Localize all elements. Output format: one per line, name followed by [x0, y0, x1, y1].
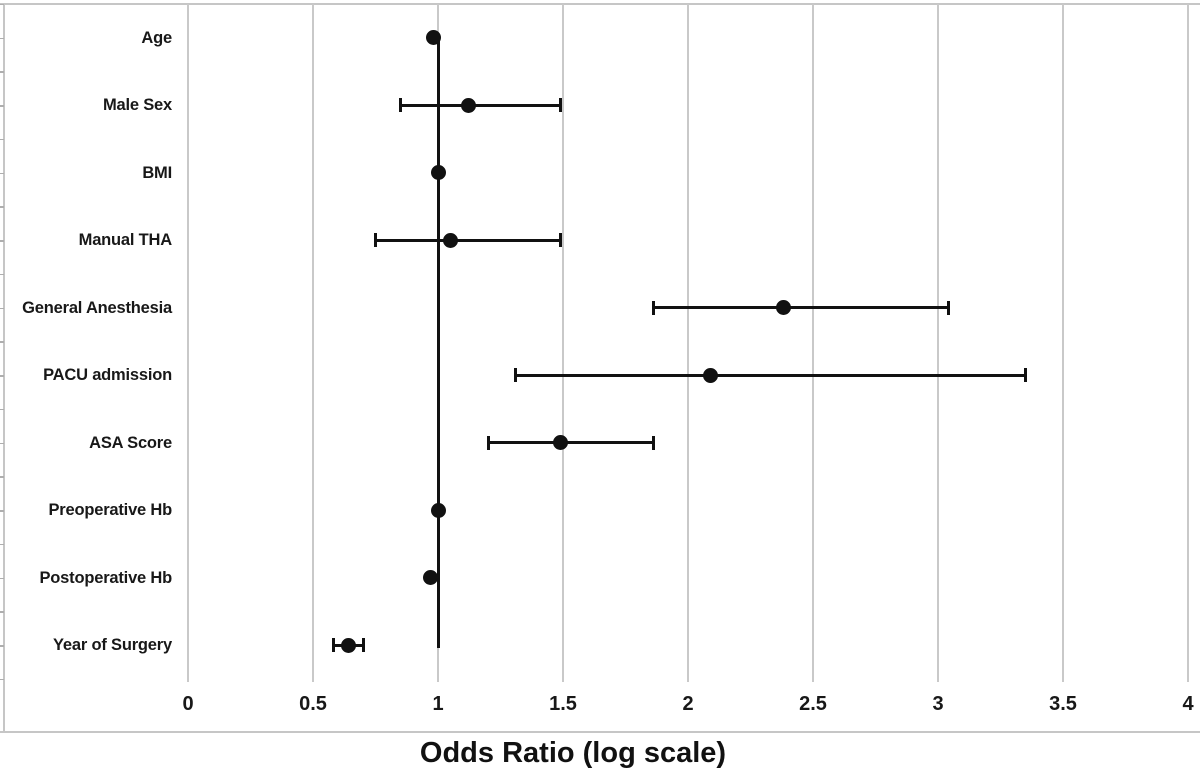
- point-marker: [460, 97, 476, 113]
- category-label: PACU admission: [43, 366, 172, 384]
- gridline-x-4: [1187, 4, 1189, 682]
- y-axis-tick: [0, 678, 4, 681]
- error-bar-cap-low: [514, 368, 517, 382]
- y-axis-tick: [0, 645, 4, 647]
- gridline-x-2.5: [812, 4, 814, 682]
- point-marker: [430, 165, 446, 180]
- category-label: Manual THA: [78, 231, 173, 249]
- error-bar-cap-high: [1024, 368, 1027, 382]
- error-bar-cap-low: [486, 435, 490, 450]
- point-marker: [443, 232, 458, 248]
- y-axis-tick: [0, 138, 4, 141]
- y-axis-tick: [0, 206, 4, 208]
- y-axis-tick: [0, 37, 4, 39]
- error-bar-cap-high: [559, 233, 562, 247]
- y-axis-tick: [0, 476, 4, 478]
- y-axis-line: [3, 3, 5, 731]
- x-tick-label: 0: [182, 693, 194, 715]
- point-marker: [775, 300, 791, 315]
- chart-border-bottom: [0, 731, 1200, 733]
- y-axis-tick: [0, 71, 4, 73]
- gridline-x-0: [187, 4, 189, 682]
- error-bar-cap-high: [361, 638, 365, 652]
- error-bar: [653, 306, 948, 309]
- error-bar-cap-high: [559, 98, 562, 112]
- category-label: General Anesthesia: [22, 298, 172, 317]
- y-axis-tick: [0, 273, 4, 276]
- x-tick-label: 1: [432, 693, 444, 715]
- gridline-x-3: [937, 4, 939, 682]
- error-bar-cap-low: [331, 638, 335, 652]
- gridline-x-3.5: [1062, 4, 1064, 682]
- category-label: Preoperative Hb: [48, 501, 172, 519]
- y-axis-tick: [0, 240, 4, 242]
- x-tick-label: 1.5: [549, 693, 577, 715]
- point-marker: [553, 435, 568, 450]
- category-label: Postoperative Hb: [39, 568, 173, 587]
- x-tick-label: 2.5: [799, 693, 827, 715]
- error-bar-cap-low: [374, 233, 377, 247]
- x-tick-label: 3.5: [1049, 693, 1077, 715]
- error-bar: [375, 238, 561, 242]
- x-axis-title: Odds Ratio (log scale): [419, 737, 727, 769]
- category-label: Male Sex: [102, 96, 172, 114]
- error-bar: [400, 103, 561, 107]
- error-bar-cap-high: [651, 435, 655, 450]
- error-bar: [515, 373, 1026, 377]
- reference-line-or-1: [436, 37, 440, 648]
- category-label: Age: [141, 28, 172, 47]
- y-axis-tick: [0, 611, 4, 613]
- y-axis-tick: [0, 307, 4, 309]
- y-axis-tick: [0, 442, 4, 444]
- x-tick-label: 3: [932, 693, 944, 715]
- point-marker: [703, 367, 718, 383]
- x-tick-label: 2: [682, 693, 694, 715]
- error-bar-cap-high: [946, 300, 950, 315]
- category-label: ASA Score: [89, 433, 172, 452]
- chart-border-top: [0, 3, 1200, 5]
- point-marker: [340, 637, 356, 653]
- gridline-x-0.5: [312, 4, 314, 682]
- point-marker: [430, 502, 446, 518]
- gridline-x-2: [687, 4, 689, 682]
- y-axis-tick: [0, 577, 4, 579]
- y-axis-tick: [0, 3, 4, 6]
- y-axis-tick: [0, 375, 4, 377]
- y-axis-tick: [0, 408, 4, 411]
- category-label: BMI: [142, 163, 172, 182]
- y-axis-tick: [0, 172, 4, 174]
- error-bar-cap-low: [399, 98, 402, 112]
- y-axis-tick: [0, 341, 4, 343]
- point-marker: [425, 30, 441, 45]
- error-bar-cap-low: [651, 300, 655, 315]
- gridline-x-1.5: [562, 4, 564, 682]
- y-axis-tick: [0, 510, 4, 512]
- error-bar: [488, 441, 653, 444]
- x-tick-label: 0.5: [299, 693, 327, 715]
- y-axis-tick: [0, 105, 4, 107]
- point-marker: [423, 570, 438, 585]
- x-tick-label: 4: [1182, 693, 1194, 715]
- category-label: Year of Surgery: [53, 636, 172, 654]
- y-axis-tick: [0, 543, 4, 546]
